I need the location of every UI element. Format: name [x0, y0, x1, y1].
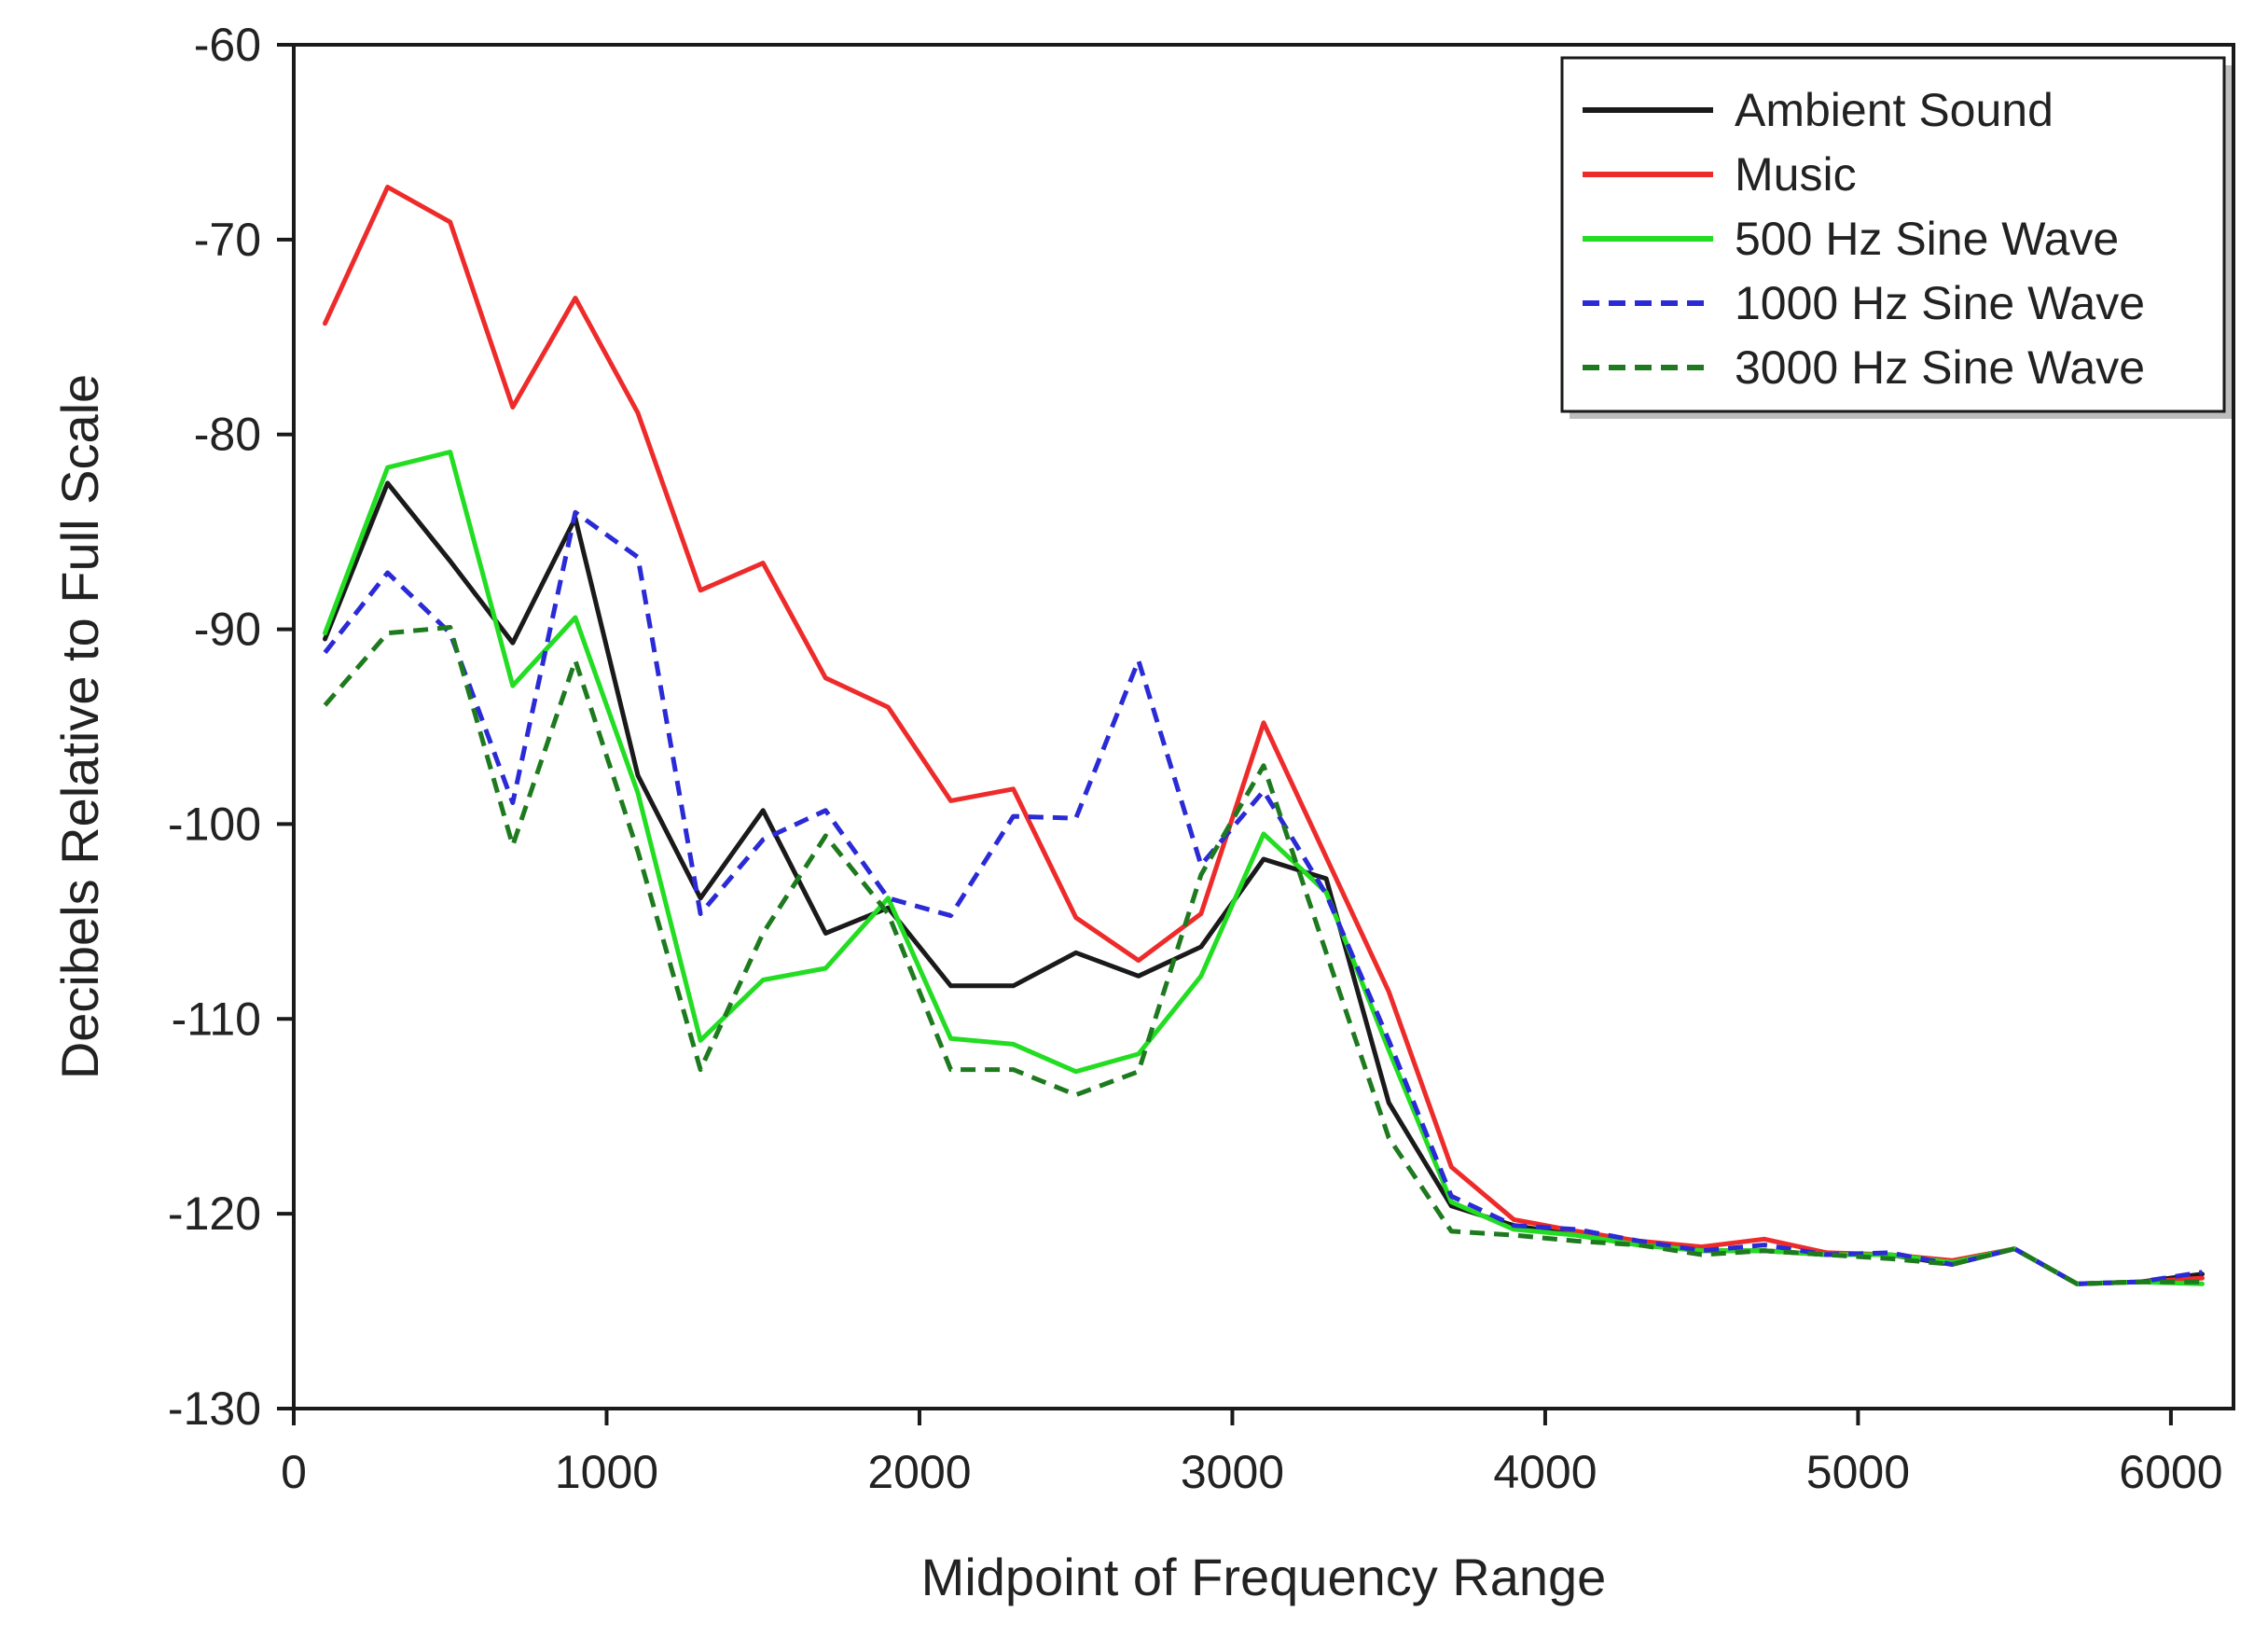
- x-tick-label: 1000: [555, 1446, 658, 1498]
- x-axis-ticks: 0 1000 2000 3000 4000 5000 6000: [281, 1409, 2223, 1498]
- y-tick-label: -130: [168, 1382, 261, 1435]
- legend-label: 1000 Hz Sine Wave: [1735, 277, 2145, 329]
- y-tick-label: -80: [194, 409, 261, 461]
- y-axis-title: Decibels Relative to Full Scale: [50, 374, 109, 1079]
- y-tick-label: -70: [194, 214, 261, 266]
- x-tick-label: 5000: [1806, 1446, 1910, 1498]
- y-tick-label: -90: [194, 604, 261, 656]
- x-tick-label: 6000: [2119, 1446, 2222, 1498]
- y-axis-ticks: -60 -70 -80 -90 -100 -110 -120 -130: [168, 19, 294, 1435]
- y-tick-label: -110: [172, 993, 261, 1045]
- y-tick-label: -60: [194, 19, 261, 71]
- series-line-500-hz-sine-wave: [323, 450, 2205, 1286]
- x-tick-label: 2000: [867, 1446, 971, 1498]
- y-tick-label: -120: [168, 1188, 261, 1240]
- legend-box: [1560, 56, 2226, 413]
- plot-frame: [292, 43, 2235, 1410]
- y-tick-label: -100: [168, 798, 261, 850]
- legend-label: 500 Hz Sine Wave: [1735, 213, 2119, 265]
- series-lines: [323, 185, 2205, 1286]
- x-tick-label: 3000: [1181, 1446, 1284, 1498]
- x-tick-label: 4000: [1493, 1446, 1597, 1498]
- x-axis-title: Midpoint of Frequency Range: [921, 1548, 1607, 1606]
- legend-label: 3000 Hz Sine Wave: [1735, 341, 2145, 394]
- legend-label: Music: [1735, 148, 1857, 201]
- series-line-3000-hz-sine-wave: [323, 625, 2203, 1286]
- x-tick-label: 0: [281, 1446, 307, 1498]
- legend: Ambient Sound Music 500 Hz Sine Wave 1000 H…: [1560, 56, 2232, 419]
- legend-label: Ambient Sound: [1735, 84, 2054, 136]
